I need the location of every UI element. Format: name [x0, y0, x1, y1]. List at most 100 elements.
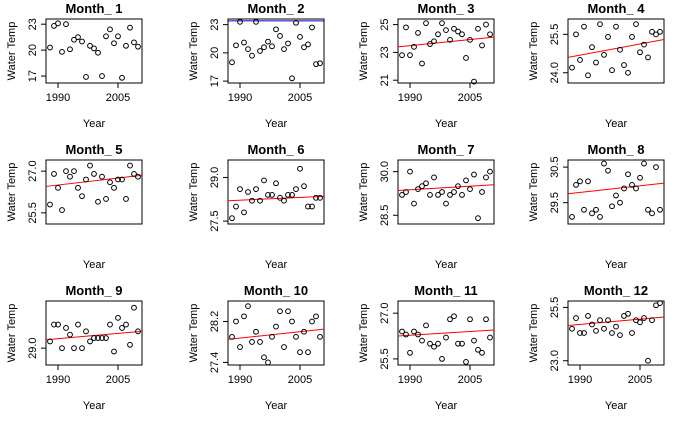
panel-title: Month_ 1: [65, 1, 122, 16]
data-point: [415, 30, 421, 36]
data-point: [629, 34, 635, 40]
data-point: [577, 57, 583, 63]
data-point: [309, 318, 315, 325]
x-tick-label: 2005: [458, 92, 482, 104]
panel-5: Month_ 5 25.5 27.0 Year Water Temp: [6, 142, 143, 271]
data-point: [459, 340, 465, 347]
data-point: [447, 36, 453, 43]
y-tick-label: 29.0: [27, 337, 39, 358]
data-point: [79, 193, 85, 200]
x-tick-label: 1990: [228, 374, 252, 386]
data-point: [415, 331, 421, 338]
data-point: [317, 60, 323, 67]
data-point: [265, 192, 271, 198]
data-point: [577, 178, 583, 185]
data-point: [467, 316, 473, 323]
y-tick-label: 17: [27, 70, 39, 82]
data-point: [589, 321, 595, 328]
data-point: [403, 24, 409, 31]
data-point: [245, 303, 251, 310]
data-point: [87, 338, 93, 345]
data-point: [487, 168, 493, 175]
x-axis-label: Year: [605, 259, 628, 271]
y-tick-label: 23: [27, 18, 39, 30]
data-point: [475, 25, 481, 32]
data-point: [131, 171, 137, 177]
data-point: [59, 207, 65, 213]
data-point: [645, 54, 651, 61]
panel-11: Month_ 11 1990 2005 25.5 27.0 Year Water Temp: [358, 283, 495, 412]
panel-title: Month_ 9: [65, 283, 122, 298]
x-axis-label: Year: [83, 259, 106, 271]
data-point: [653, 164, 659, 171]
data-point: [399, 52, 405, 59]
data-point: [313, 313, 319, 320]
data-point: [293, 19, 299, 26]
data-point: [645, 206, 651, 213]
data-point: [443, 200, 449, 207]
plot-frame: [397, 300, 495, 366]
panel-title: Month_ 5: [65, 142, 122, 157]
panel-7: Month_ 7 28.5 30.0 Year Water Temp: [358, 142, 495, 271]
data-point: [305, 41, 311, 48]
x-axis-label: Year: [435, 400, 458, 412]
trend-line: [567, 316, 665, 327]
y-tick-label: 21: [379, 74, 391, 86]
data-point: [241, 209, 247, 216]
data-point: [483, 174, 489, 181]
data-point: [459, 31, 465, 38]
panel-4: Month_ 4 24.0 25.5 Year Water Temp: [528, 1, 665, 130]
data-point: [439, 20, 445, 27]
data-point: [257, 339, 263, 345]
panel-1: Month_ 1 1990 2005 17 20 23 Year Water Temp: [6, 1, 143, 130]
x-tick-label: 2005: [106, 374, 130, 386]
data-point: [621, 62, 627, 68]
data-point: [585, 72, 591, 79]
y-tick-label: 27.4: [209, 352, 221, 373]
data-point: [479, 42, 485, 49]
data-point: [67, 331, 73, 338]
data-point: [423, 322, 429, 329]
data-point: [585, 313, 591, 319]
data-point: [313, 61, 319, 68]
data-point: [633, 185, 639, 192]
y-tick-label: 23: [379, 46, 391, 58]
data-point: [455, 28, 461, 35]
data-point: [273, 180, 279, 187]
data-point: [649, 28, 655, 35]
data-point: [99, 173, 105, 180]
panel-title: Month_ 6: [247, 142, 304, 157]
y-tick-label: 30.0: [379, 161, 391, 182]
data-point: [127, 341, 133, 348]
data-point: [297, 33, 303, 40]
x-axis-label: Year: [605, 400, 628, 412]
data-point: [123, 321, 129, 328]
panel-12: Month_ 12 1990 2005 23.0 25.5 Year Water Temp: [528, 283, 665, 412]
data-point: [601, 51, 607, 58]
plot-frame: [45, 300, 143, 366]
data-point: [51, 321, 57, 328]
data-point: [435, 192, 441, 198]
data-point: [301, 183, 307, 190]
y-tick-label: 29.5: [549, 192, 561, 213]
data-point: [609, 203, 615, 210]
data-point: [107, 321, 113, 328]
data-point: [593, 59, 599, 66]
data-point: [463, 55, 469, 61]
data-point: [649, 210, 655, 217]
data-point: [447, 316, 453, 323]
data-point: [475, 215, 481, 222]
data-point: [487, 334, 493, 341]
data-point: [55, 321, 61, 328]
y-axis-label: Water Temp: [6, 163, 18, 222]
data-point: [419, 60, 425, 67]
data-point: [657, 300, 663, 307]
data-point: [277, 194, 283, 201]
x-tick-label: 1990: [46, 92, 70, 104]
data-point: [241, 313, 247, 320]
data-point: [423, 180, 429, 187]
data-point: [293, 333, 299, 340]
data-point: [281, 197, 287, 204]
data-point: [285, 308, 291, 315]
